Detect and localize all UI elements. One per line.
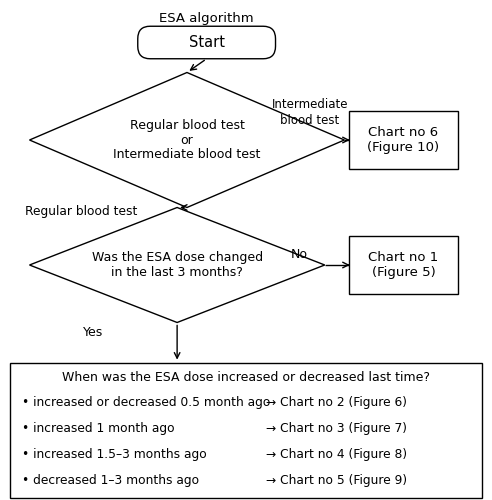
FancyBboxPatch shape xyxy=(138,26,276,58)
Text: Chart no 1
(Figure 5): Chart no 1 (Figure 5) xyxy=(369,251,438,279)
Text: → Chart no 3 (Figure 7): → Chart no 3 (Figure 7) xyxy=(266,422,407,435)
Bar xyxy=(349,112,458,169)
Text: Chart no 6
(Figure 10): Chart no 6 (Figure 10) xyxy=(368,126,439,154)
Bar xyxy=(10,362,482,498)
Text: Regular blood test
or
Intermediate blood test: Regular blood test or Intermediate blood… xyxy=(113,118,261,162)
Text: ESA algorithm: ESA algorithm xyxy=(159,12,254,25)
Bar xyxy=(349,236,458,294)
Text: → Chart no 4 (Figure 8): → Chart no 4 (Figure 8) xyxy=(266,448,407,461)
Text: Regular blood test: Regular blood test xyxy=(25,204,137,218)
Polygon shape xyxy=(30,72,344,208)
Text: • increased 1.5–3 months ago: • increased 1.5–3 months ago xyxy=(22,448,207,461)
Text: When was the ESA dose increased or decreased last time?: When was the ESA dose increased or decre… xyxy=(62,371,430,384)
Polygon shape xyxy=(30,208,325,322)
Text: • increased 1 month ago: • increased 1 month ago xyxy=(22,422,175,435)
Text: • increased or decreased 0.5 month ago: • increased or decreased 0.5 month ago xyxy=(22,396,271,409)
Text: Intermediate
blood test: Intermediate blood test xyxy=(272,98,348,126)
Text: • decreased 1–3 months ago: • decreased 1–3 months ago xyxy=(22,474,199,487)
Text: → Chart no 2 (Figure 6): → Chart no 2 (Figure 6) xyxy=(266,396,407,409)
Text: Was the ESA dose changed
in the last 3 months?: Was the ESA dose changed in the last 3 m… xyxy=(92,251,263,279)
Text: No: No xyxy=(291,248,308,260)
Text: Yes: Yes xyxy=(83,326,104,339)
Text: → Chart no 5 (Figure 9): → Chart no 5 (Figure 9) xyxy=(266,474,407,487)
Text: Start: Start xyxy=(188,35,225,50)
